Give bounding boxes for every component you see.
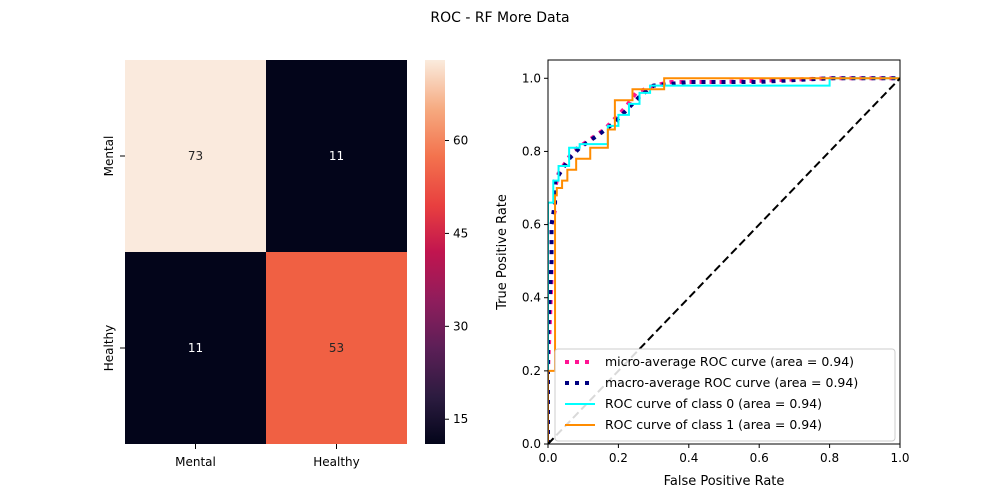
roc-legend: micro-average ROC curve (area = 0.94) mac… [554,348,896,442]
colorbar-tick-label: 30 [453,319,468,333]
roc-ytick-label: 1.0 [522,71,541,85]
heatmap-value-0-1: 11 [329,149,344,163]
legend-label: ROC curve of class 0 (area = 0.94) [605,396,822,411]
roc-xtick-label: 1.0 [890,451,909,465]
colorbar-tick-label: 45 [453,226,468,240]
confusion-matrix-heatmap: 73 11 11 53 Mental Healthy Mental Healthy [102,60,407,469]
legend-label: micro-average ROC curve (area = 0.94) [605,354,854,369]
roc-xtick-label: 0.6 [750,451,769,465]
figure-title: ROC - RF More Data [430,10,569,26]
roc-xtick-label: 0.8 [820,451,839,465]
roc-ytick-label: 0.8 [522,144,541,158]
roc-series-3 [548,77,900,444]
heatmap-row-label: Healthy [102,325,116,372]
heatmap-col-label: Mental [175,455,216,469]
legend-label: ROC curve of class 1 (area = 0.94) [605,417,822,432]
heatmap-col-label: Healthy [313,455,360,469]
roc-ytick-label: 0.6 [522,218,541,232]
heatmap-value-0-0: 73 [188,149,203,163]
heatmap-value-1-1: 53 [329,341,344,355]
roc-xtick-label: 0.2 [609,451,628,465]
roc-series-2 [548,77,900,444]
colorbar-tick-label: 60 [453,134,468,148]
roc-ylabel: True Positive Rate [495,194,510,311]
heatmap-cell-0-0 [125,60,266,252]
colorbar-gradient [425,60,445,444]
legend-box [554,348,896,442]
legend-label: macro-average ROC curve (area = 0.94) [605,375,858,390]
heatmap-value-1-0: 11 [188,341,203,355]
roc-axes-frame [547,59,901,445]
roc-ytick-label: 0.0 [522,437,541,451]
roc-xlabel: False Positive Rate [664,474,785,489]
colorbar: 15 30 45 60 [425,60,468,444]
roc-xtick-label: 0.0 [538,451,557,465]
heatmap-cell-0-1 [266,60,407,252]
heatmap-cell-1-1 [266,252,407,444]
roc-plot: 0.0 0.2 0.4 0.6 0.8 1.0 0.0 0.2 0.4 0.6 0.8 1.0 Fals… [495,59,910,489]
heatmap-row-label: Mental [102,136,116,177]
heatmap-cell-1-0 [125,252,266,444]
roc-xtick-label: 0.4 [679,451,698,465]
roc-ytick-label: 0.2 [522,364,541,378]
roc-ytick-label: 0.4 [522,291,541,305]
colorbar-tick-label: 15 [453,412,468,426]
